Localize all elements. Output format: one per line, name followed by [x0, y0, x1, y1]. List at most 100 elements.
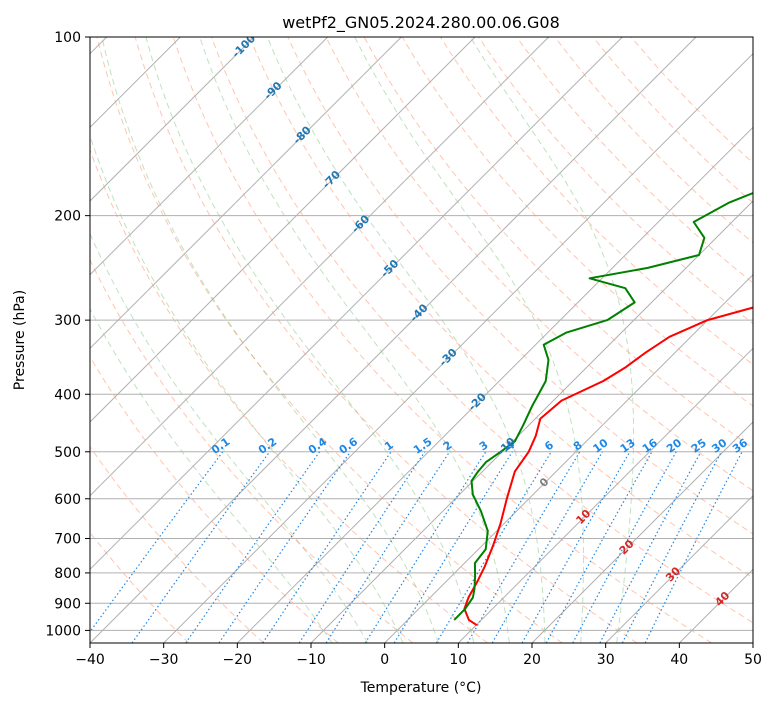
isotherm-line	[384, 273, 753, 643]
y-tick-label: 900	[54, 596, 81, 612]
mixing-ratio-line	[298, 451, 426, 643]
isotherm-label: 0	[537, 475, 552, 490]
mixing-ratio-line	[644, 451, 743, 643]
mixing-ratio-label: 1	[382, 438, 396, 453]
mixing-ratio-label: 16	[640, 436, 660, 456]
isotherm-label: -40	[407, 301, 430, 324]
y-tick-label: 800	[54, 566, 81, 582]
y-axis-ticks: 1000 900 800 700 600 500 400 300 200 100	[45, 30, 90, 639]
dewpoint-profile-line	[453, 192, 753, 621]
isotherm-line	[310, 200, 753, 643]
y-tick-label: 1000	[45, 623, 81, 639]
dry-adiabat-line	[90, 258, 414, 643]
isotherm-label: -100	[229, 32, 258, 61]
mixing-ratio-label: 8	[571, 438, 585, 453]
isotherm-line	[531, 421, 753, 643]
dry-adiabats	[90, 37, 753, 643]
isotherm-label: -10	[495, 435, 518, 458]
dry-adiabat-line	[96, 37, 563, 643]
dry-adiabat-line	[172, 37, 712, 643]
dry-adiabat-line	[516, 37, 753, 284]
mixing-ratio-line	[545, 451, 653, 643]
mixing-ratio-line	[185, 451, 321, 643]
mixing-ratio-label: 3	[477, 438, 491, 453]
dry-adiabat-line	[90, 148, 488, 643]
moist-adiabat-line	[101, 37, 439, 643]
isotherm-line	[678, 568, 753, 643]
mixing-ratio-label: 36	[730, 436, 750, 456]
isotherm-line	[457, 347, 753, 643]
mixing-ratio-label: 0.4	[306, 435, 330, 457]
moist-adiabat-line	[266, 37, 546, 643]
pressure-gridlines	[90, 37, 753, 631]
mixing-ratio-line	[325, 451, 451, 643]
x-axis-label: Temperature (°C)	[360, 680, 482, 696]
isotherm-label: -70	[320, 168, 343, 191]
isotherm-line	[752, 642, 753, 643]
mixing-ratio-line	[131, 451, 271, 643]
y-axis-label: Pressure (hPa)	[12, 290, 28, 390]
y-tick-label: 500	[54, 445, 81, 461]
mixing-ratio-line	[218, 451, 351, 643]
mixing-ratio-label: 20	[664, 436, 684, 456]
temperature-profile-line	[463, 306, 753, 627]
moist-adiabat-line	[90, 134, 404, 643]
mixing-ratio-label: 30	[709, 436, 729, 456]
dry-adiabat-line	[630, 37, 753, 164]
isotherm-label: -20	[466, 390, 489, 413]
mixing-ratio-label: 2	[441, 438, 455, 453]
mixing-ratio-line	[572, 451, 677, 643]
mixing-ratio-line	[262, 451, 392, 643]
plot-frame	[89, 36, 754, 644]
mixing-ratio-label: 10	[590, 436, 610, 456]
mixing-ratio-line	[521, 451, 631, 643]
mixing-ratio-line	[90, 451, 224, 633]
moist-adiabat-line	[199, 37, 510, 643]
dry-adiabat-line	[90, 445, 264, 643]
isotherm-label: 40	[712, 589, 732, 609]
moist-adiabat-line	[354, 37, 584, 643]
y-tick-label: 600	[54, 492, 81, 508]
moist-adiabats	[90, 37, 635, 643]
dry-adiabat-line	[90, 531, 190, 643]
mixing-ratio-label: 0.1	[209, 435, 232, 457]
isotherm-line	[90, 37, 623, 571]
dry-adiabat-line	[211, 37, 753, 624]
dry-adiabat-line	[325, 37, 753, 492]
y-tick-label: 200	[54, 209, 81, 225]
isotherm-line	[90, 37, 550, 497]
isotherm-label: 10	[573, 507, 593, 527]
isotherm-label: -50	[378, 257, 401, 280]
x-tick-label: 20	[523, 652, 541, 668]
dry-adiabat-line	[90, 355, 339, 643]
x-tick-label: 50	[744, 652, 762, 668]
y-tick-label: 100	[54, 30, 81, 46]
x-tick-label: −40	[75, 652, 105, 668]
x-tick-label: 10	[449, 652, 467, 668]
dry-adiabat-line	[401, 37, 753, 407]
isotherm-line	[605, 494, 753, 643]
mixing-ratio-label: 0.6	[337, 435, 361, 457]
x-tick-label: −20	[223, 652, 253, 668]
dry-adiabat-line	[249, 37, 753, 579]
isotherm-line	[236, 126, 753, 643]
mixing-ratio-line	[435, 451, 552, 643]
moist-adiabat-line	[145, 37, 475, 643]
x-tick-label: 30	[597, 652, 615, 668]
dry-adiabat-line	[478, 37, 753, 325]
x-axis-ticks: −40 −30 −20 −10 0 10 20 30 40 50	[75, 643, 762, 668]
isotherm-label: -90	[261, 79, 284, 102]
x-tick-label: 40	[670, 652, 688, 668]
isotherms	[90, 37, 753, 643]
sounding-series	[453, 192, 753, 627]
isotherm-label: -80	[291, 123, 314, 146]
chart-title: wetPf2_GN05.2024.280.00.06.G08	[282, 13, 560, 33]
mixing-ratio-line	[364, 451, 487, 643]
isotherm-label: -30	[437, 346, 460, 369]
isotherm-line	[90, 37, 255, 202]
mixing-ratio-label: 25	[689, 436, 709, 455]
x-tick-label: −10	[296, 652, 326, 668]
y-tick-label: 300	[54, 313, 81, 329]
x-tick-label: 0	[380, 652, 389, 668]
